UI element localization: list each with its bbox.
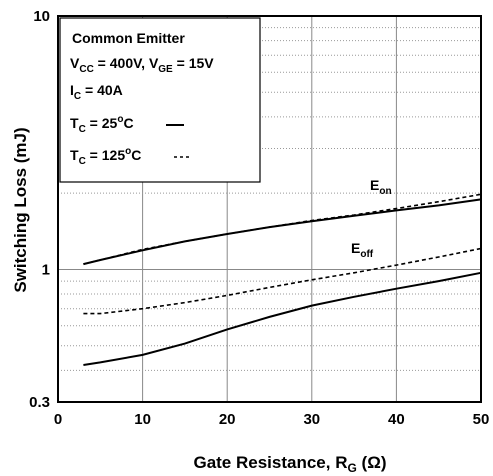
legend-box [59,17,261,183]
curves [83,193,482,366]
plot-frame [57,15,482,403]
legend-line-vcc-vge: VCC = 400V, VGE = 15V [70,55,214,75]
dashed-curve [83,193,482,265]
legend-line-tc-125: TC = 125oC [70,146,141,167]
annotation-eoff: Eoff [351,240,374,260]
legend: Common Emitter VCC = 400V, VGE = 15V IC … [59,17,261,183]
annotation-eon: Eon [370,177,392,197]
solid-curve [83,271,482,366]
x-tick-label: 50 [473,411,490,428]
dashed-curve [83,247,482,315]
x-tick-label: 10 [134,411,151,428]
y-tick-label: 0.3 [29,394,50,411]
x-tick-label: 40 [388,411,405,428]
y-tick-label: 10 [33,8,50,25]
legend-line-ic: IC = 40A [70,82,123,102]
x-tick-label: 20 [219,411,236,428]
legend-line-tc-25: TC = 25oC [70,114,134,135]
y-axis-title: Switching Loss (mJ) [11,127,30,292]
x-tick-label: 30 [303,411,320,428]
x-tick-label: 0 [54,411,62,428]
x-axis-title: Gate Resistance, RG (Ω) [193,453,386,475]
legend-line-common-emitter: Common Emitter [72,30,185,46]
tick-labels: 0 10 20 30 40 50 10 1 0.3 [29,8,489,428]
y-tick-label: 1 [42,261,50,278]
